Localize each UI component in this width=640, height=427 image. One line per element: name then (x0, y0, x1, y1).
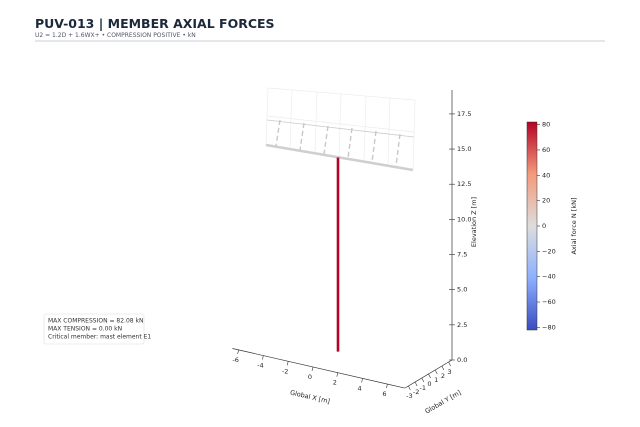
y-tick (414, 381, 418, 387)
x-tick-label: -2 (282, 367, 288, 375)
colorbar-tick-label: −60 (542, 298, 556, 306)
z-tick-label: 15.0 (457, 145, 471, 153)
x-tick (311, 366, 314, 372)
y-tick (448, 361, 451, 367)
colorbar-tick-label: −80 (542, 323, 556, 331)
colorbar-tick-label: 0 (542, 222, 546, 230)
annotation: Critical member: mast element E1 (48, 334, 151, 341)
colorbar-label: Axial force N [kN] (570, 197, 578, 254)
x-tick (386, 384, 388, 389)
z-tick-label: 10.0 (457, 215, 471, 223)
x-tick (262, 355, 264, 360)
x-tick (237, 349, 239, 354)
panel-frame (265, 87, 416, 172)
x-tick-label: 0 (308, 373, 312, 381)
x-tick-label: -4 (257, 362, 263, 370)
colorbar-tick-label: 80 (542, 121, 550, 129)
colorbar-tick-label: −20 (542, 247, 556, 255)
annotation: MAX TENSION = 0.00 kN (48, 326, 122, 333)
y-tick (434, 369, 438, 375)
x-axis-label: Global X [m] (289, 389, 330, 406)
chart-title: PUV-013 | MEMBER AXIAL FORCES (35, 16, 275, 31)
y-tick-label: 3 (448, 368, 452, 376)
y-axis-label: Global Y [m] (424, 388, 463, 415)
y-tick-label: -3 (406, 392, 412, 400)
z-tick-label: 0.0 (457, 356, 467, 364)
annotation: MAX COMPRESSION = 82.08 kN (48, 318, 143, 325)
z-tick-label: 5.0 (457, 286, 467, 294)
colorbar-tick-label: −40 (542, 273, 556, 281)
y-tick-label: 2 (441, 372, 445, 380)
y-tick (441, 365, 445, 371)
x-tick-label: 6 (382, 390, 386, 398)
x-tick (361, 378, 363, 383)
colorbar-tick-label: 60 (542, 146, 550, 154)
z-tick-label: 7.5 (457, 251, 467, 259)
y-tick (428, 373, 431, 379)
y-tick (408, 385, 411, 391)
annotation-box (43, 313, 145, 345)
colorbar-tick-label: 20 (542, 197, 550, 205)
y-tick-label: 0 (427, 380, 431, 388)
z-tick-label: 2.5 (457, 321, 467, 329)
y-tick-label: -1 (420, 384, 426, 392)
z-tick-label: 17.5 (457, 110, 471, 118)
x-tick (336, 372, 339, 377)
x-tick (286, 361, 289, 366)
colorbar-tick-label: 40 (542, 171, 550, 179)
y-tick-label: 1 (434, 376, 438, 384)
x-tick-label: 4 (358, 384, 362, 392)
x-tick-label: -6 (232, 356, 238, 364)
y-tick (421, 377, 425, 383)
z-tick-label: 12.5 (457, 180, 471, 188)
x-tick-label: 2 (333, 379, 337, 387)
colorbar (526, 121, 538, 331)
chart-subtitle: U2 = 1.2D + 1.6WX+ • COMPRESSION POSITIV… (35, 32, 196, 39)
z-axis-label: Elevation Z [m] (470, 197, 478, 247)
x-axis (232, 348, 405, 389)
y-tick-label: -2 (413, 388, 419, 396)
